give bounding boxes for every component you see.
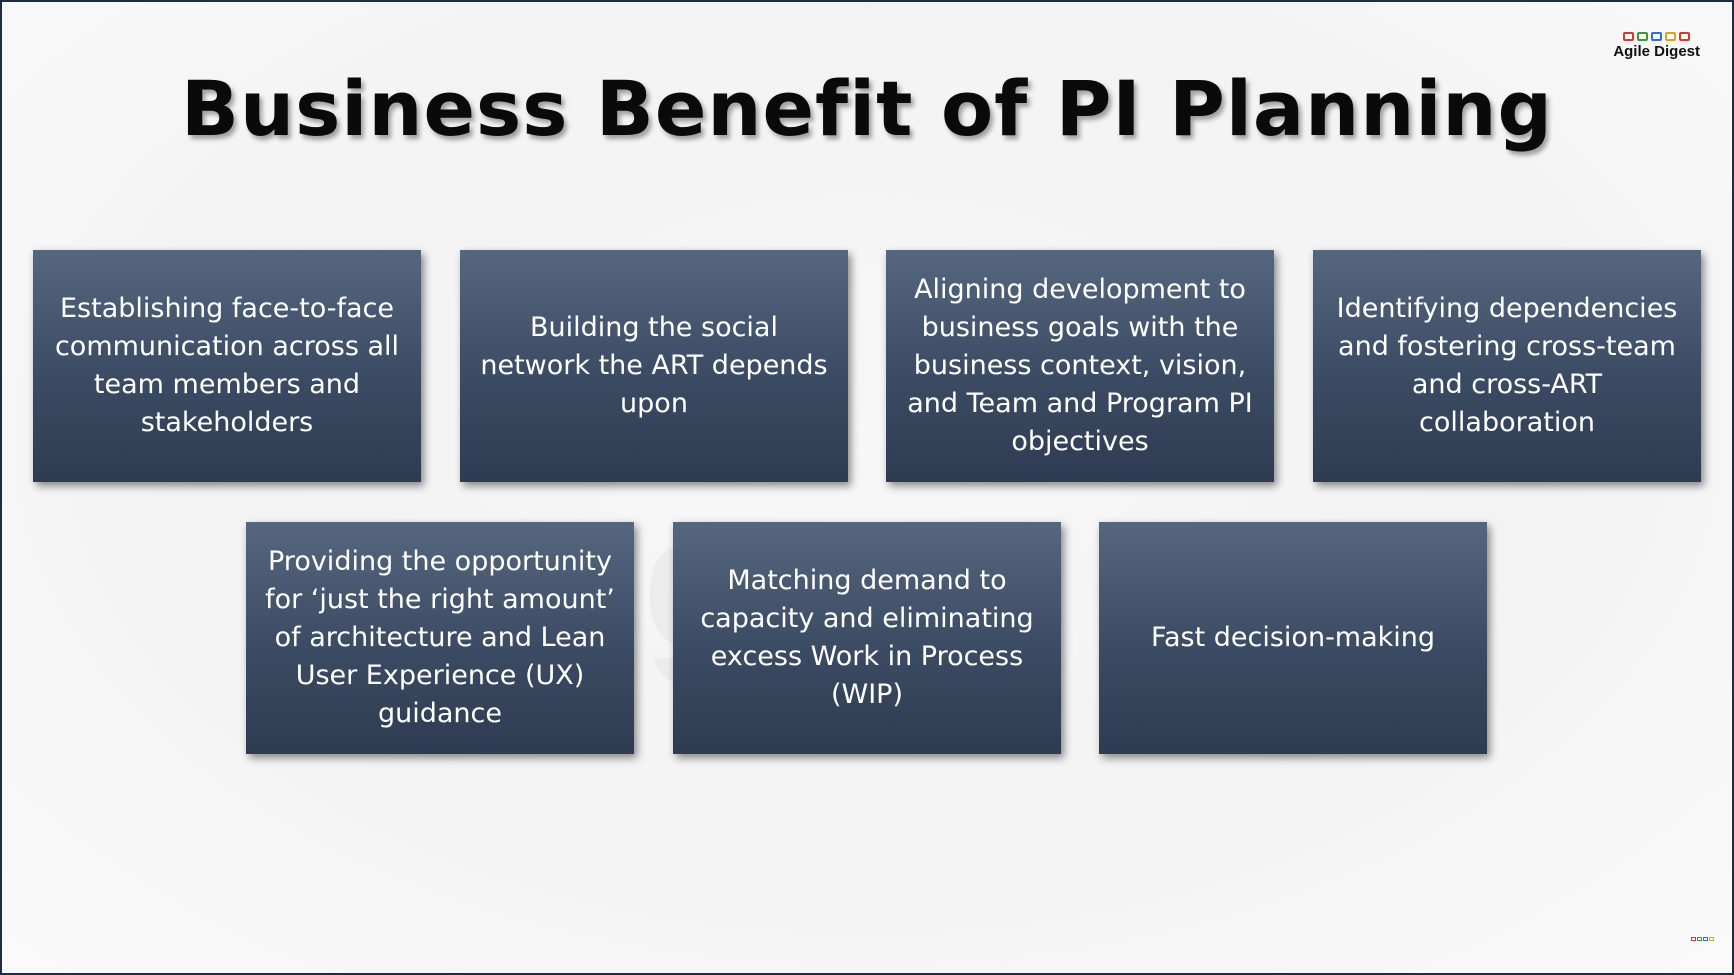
logo-box-icon bbox=[1651, 32, 1663, 41]
benefit-card: Establishing face-to-face communication … bbox=[33, 250, 421, 482]
benefit-text: Providing the opportunity for ‘just the … bbox=[265, 546, 615, 729]
benefit-card: Identifying dependencies and fostering c… bbox=[1313, 250, 1701, 482]
benefit-text: Aligning development to business goals w… bbox=[907, 274, 1253, 457]
benefit-card: Providing the opportunity for ‘just the … bbox=[246, 522, 634, 754]
benefit-text: Fast decision-making bbox=[1150, 622, 1436, 653]
mini-box-icon bbox=[1709, 937, 1714, 941]
slide-title: Business Benefit of PI Planning bbox=[181, 64, 1553, 153]
benefit-text: Establishing face-to-face communication … bbox=[54, 293, 400, 438]
mini-box-icon bbox=[1703, 937, 1708, 941]
mini-box-icon bbox=[1691, 937, 1696, 941]
logo-box-icon bbox=[1637, 32, 1649, 41]
logo-text: Agile Digest bbox=[1613, 43, 1700, 60]
mini-logo-icon bbox=[1691, 937, 1714, 941]
mini-box-icon bbox=[1697, 937, 1702, 941]
logo-icon bbox=[1623, 32, 1691, 41]
logo-box-icon bbox=[1665, 32, 1677, 41]
benefit-card: Matching demand to capacity and eliminat… bbox=[673, 522, 1061, 754]
logo-box-icon bbox=[1679, 32, 1691, 41]
benefit-card: Building the social network the ART depe… bbox=[460, 250, 848, 482]
benefit-text: Matching demand to capacity and eliminat… bbox=[700, 565, 1034, 710]
benefit-card: Aligning development to business goals w… bbox=[886, 250, 1274, 482]
agile-digest-logo: Agile Digest bbox=[1613, 32, 1700, 60]
logo-box-icon bbox=[1623, 32, 1635, 41]
benefit-text: Identifying dependencies and fostering c… bbox=[1336, 293, 1678, 438]
benefit-card: Fast decision-making bbox=[1099, 522, 1487, 754]
benefit-text: Building the social network the ART depe… bbox=[480, 312, 828, 419]
